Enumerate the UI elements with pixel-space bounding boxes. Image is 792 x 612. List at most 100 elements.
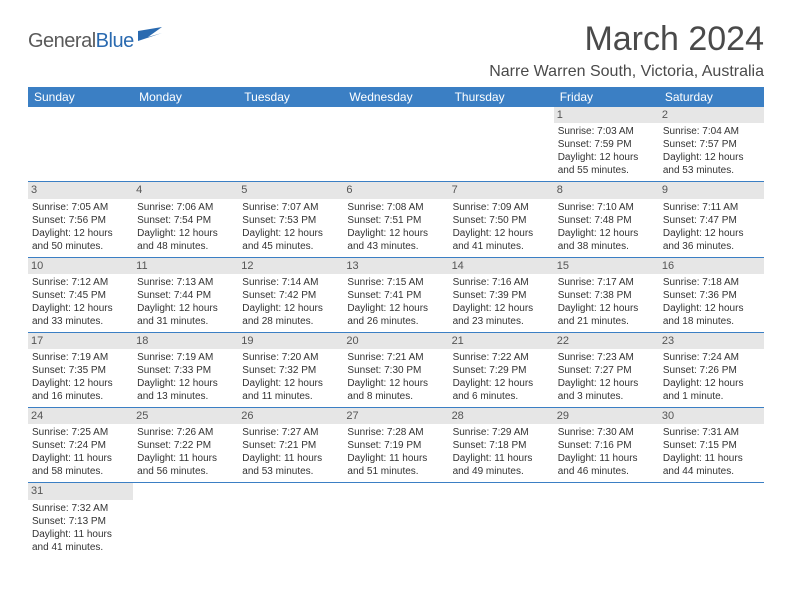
day-cell: 6Sunrise: 7:08 AMSunset: 7:51 PMDaylight…	[343, 182, 448, 257]
daylight-text: Daylight: 11 hours and 58 minutes.	[32, 452, 129, 478]
sunset-text: Sunset: 7:54 PM	[137, 214, 234, 227]
day-number	[449, 483, 554, 499]
week-row: 24Sunrise: 7:25 AMSunset: 7:24 PMDayligh…	[28, 408, 764, 483]
sunset-text: Sunset: 7:26 PM	[663, 364, 760, 377]
sunrise-text: Sunrise: 7:32 AM	[32, 502, 129, 515]
daylight-text: Daylight: 12 hours and 16 minutes.	[32, 377, 129, 403]
title-block: March 2024 Narre Warren South, Victoria,…	[489, 20, 764, 85]
day-number: 21	[449, 333, 554, 349]
week-row: 3Sunrise: 7:05 AMSunset: 7:56 PMDaylight…	[28, 182, 764, 257]
sunrise-text: Sunrise: 7:30 AM	[558, 426, 655, 439]
daylight-text: Daylight: 12 hours and 31 minutes.	[137, 302, 234, 328]
day-number: 14	[449, 258, 554, 274]
sun-info: Sunrise: 7:10 AMSunset: 7:48 PMDaylight:…	[558, 201, 655, 253]
day-number: 5	[238, 182, 343, 198]
sun-info: Sunrise: 7:28 AMSunset: 7:19 PMDaylight:…	[347, 426, 444, 478]
sun-info: Sunrise: 7:32 AMSunset: 7:13 PMDaylight:…	[32, 502, 129, 554]
sunrise-text: Sunrise: 7:21 AM	[347, 351, 444, 364]
sun-info: Sunrise: 7:31 AMSunset: 7:15 PMDaylight:…	[663, 426, 760, 478]
sunset-text: Sunset: 7:50 PM	[453, 214, 550, 227]
daylight-text: Daylight: 12 hours and 41 minutes.	[453, 227, 550, 253]
daylight-text: Daylight: 11 hours and 56 minutes.	[137, 452, 234, 478]
daylight-text: Daylight: 11 hours and 46 minutes.	[558, 452, 655, 478]
sunrise-text: Sunrise: 7:17 AM	[558, 276, 655, 289]
day-cell: 19Sunrise: 7:20 AMSunset: 7:32 PMDayligh…	[238, 332, 343, 407]
sunset-text: Sunset: 7:57 PM	[663, 138, 760, 151]
day-number: 4	[133, 182, 238, 198]
sun-info: Sunrise: 7:22 AMSunset: 7:29 PMDaylight:…	[453, 351, 550, 403]
sunrise-text: Sunrise: 7:19 AM	[32, 351, 129, 364]
sunset-text: Sunset: 7:56 PM	[32, 214, 129, 227]
daylight-text: Daylight: 12 hours and 11 minutes.	[242, 377, 339, 403]
day-number	[238, 107, 343, 123]
day-number: 11	[133, 258, 238, 274]
day-number: 1	[554, 107, 659, 123]
daylight-text: Daylight: 12 hours and 6 minutes.	[453, 377, 550, 403]
sun-info: Sunrise: 7:23 AMSunset: 7:27 PMDaylight:…	[558, 351, 655, 403]
sunset-text: Sunset: 7:39 PM	[453, 289, 550, 302]
sunset-text: Sunset: 7:38 PM	[558, 289, 655, 302]
day-cell: 25Sunrise: 7:26 AMSunset: 7:22 PMDayligh…	[133, 408, 238, 483]
day-cell: 30 Sunrise: 7:31 AMSunset: 7:15 PMDayligh…	[659, 408, 764, 483]
day-cell	[133, 107, 238, 182]
sunset-text: Sunset: 7:53 PM	[242, 214, 339, 227]
day-number: 22	[554, 333, 659, 349]
sun-info: Sunrise: 7:29 AMSunset: 7:18 PMDaylight:…	[453, 426, 550, 478]
sunrise-text: Sunrise: 7:06 AM	[137, 201, 234, 214]
sunset-text: Sunset: 7:15 PM	[663, 439, 760, 452]
sunrise-text: Sunrise: 7:10 AM	[558, 201, 655, 214]
day-cell	[238, 107, 343, 182]
day-number	[659, 483, 764, 499]
day-header: Sunday	[28, 87, 133, 107]
sunset-text: Sunset: 7:19 PM	[347, 439, 444, 452]
day-cell	[449, 483, 554, 558]
day-cell: 1Sunrise: 7:03 AMSunset: 7:59 PMDaylight…	[554, 107, 659, 182]
sunrise-text: Sunrise: 7:15 AM	[347, 276, 444, 289]
sun-info: Sunrise: 7:21 AMSunset: 7:30 PMDaylight:…	[347, 351, 444, 403]
logo-text-2: Blue	[96, 30, 134, 52]
day-number	[133, 107, 238, 123]
day-cell	[659, 483, 764, 558]
sun-info: Sunrise: 7:06 AMSunset: 7:54 PMDaylight:…	[137, 201, 234, 253]
sun-info: Sunrise: 7:18 AMSunset: 7:36 PMDaylight:…	[663, 276, 760, 328]
day-number: 2	[659, 107, 764, 123]
sun-info: Sunrise: 7:19 AMSunset: 7:35 PMDaylight:…	[32, 351, 129, 403]
sunset-text: Sunset: 7:41 PM	[347, 289, 444, 302]
day-cell	[238, 483, 343, 558]
sunrise-text: Sunrise: 7:13 AM	[137, 276, 234, 289]
sunset-text: Sunset: 7:32 PM	[242, 364, 339, 377]
day-number	[449, 107, 554, 123]
sun-info: Sunrise: 7:14 AMSunset: 7:42 PMDaylight:…	[242, 276, 339, 328]
daylight-text: Daylight: 11 hours and 53 minutes.	[242, 452, 339, 478]
day-cell: 7Sunrise: 7:09 AMSunset: 7:50 PMDaylight…	[449, 182, 554, 257]
sunrise-text: Sunrise: 7:23 AM	[558, 351, 655, 364]
day-number: 27	[343, 408, 448, 424]
daylight-text: Daylight: 12 hours and 8 minutes.	[347, 377, 444, 403]
day-cell: 31Sunrise: 7:32 AMSunset: 7:13 PMDayligh…	[28, 483, 133, 558]
daylight-text: Daylight: 12 hours and 26 minutes.	[347, 302, 444, 328]
day-number: 16	[659, 258, 764, 274]
sunrise-text: Sunrise: 7:05 AM	[32, 201, 129, 214]
sunset-text: Sunset: 7:51 PM	[347, 214, 444, 227]
daylight-text: Daylight: 12 hours and 53 minutes.	[663, 151, 760, 177]
sunset-text: Sunset: 7:27 PM	[558, 364, 655, 377]
day-number: 7	[449, 182, 554, 198]
day-number: 10	[28, 258, 133, 274]
day-number: 30	[659, 408, 764, 424]
day-number: 28	[449, 408, 554, 424]
daylight-text: Daylight: 12 hours and 55 minutes.	[558, 151, 655, 177]
sunset-text: Sunset: 7:33 PM	[137, 364, 234, 377]
day-cell	[449, 107, 554, 182]
day-cell: 28 Sunrise: 7:29 AMSunset: 7:18 PMDayligh…	[449, 408, 554, 483]
daylight-text: Daylight: 12 hours and 43 minutes.	[347, 227, 444, 253]
sunset-text: Sunset: 7:35 PM	[32, 364, 129, 377]
daylight-text: Daylight: 12 hours and 18 minutes.	[663, 302, 760, 328]
sunrise-text: Sunrise: 7:29 AM	[453, 426, 550, 439]
logo-text: GeneralBlue	[28, 30, 134, 53]
calendar-table: Sunday Monday Tuesday Wednesday Thursday…	[28, 87, 764, 558]
page: GeneralBlue March 2024 Narre Warren Sout…	[0, 0, 792, 558]
day-header: Wednesday	[343, 87, 448, 107]
sun-info: Sunrise: 7:27 AMSunset: 7:21 PMDaylight:…	[242, 426, 339, 478]
sunset-text: Sunset: 7:45 PM	[32, 289, 129, 302]
day-number: 8	[554, 182, 659, 198]
